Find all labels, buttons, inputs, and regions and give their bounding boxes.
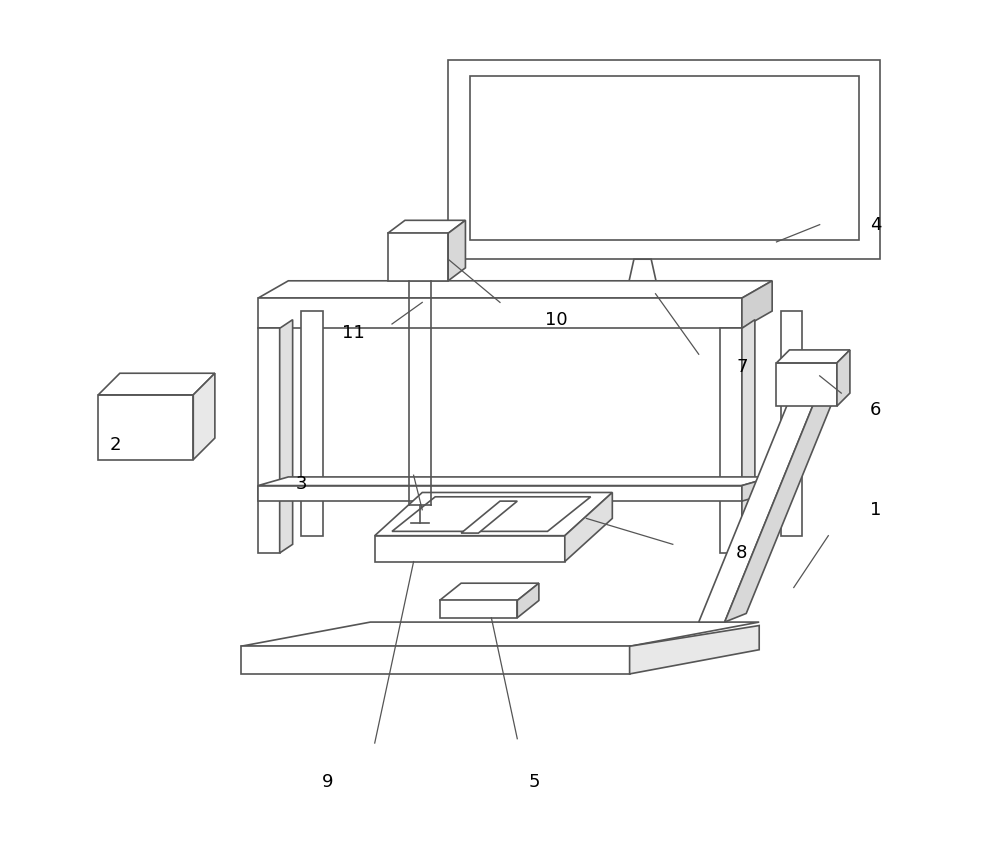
Polygon shape <box>388 233 448 281</box>
Text: 11: 11 <box>342 324 364 341</box>
Polygon shape <box>375 536 565 562</box>
Polygon shape <box>699 389 820 622</box>
Polygon shape <box>440 600 517 618</box>
Polygon shape <box>517 583 539 618</box>
Text: 5: 5 <box>529 773 540 791</box>
Polygon shape <box>781 311 802 536</box>
Text: 2: 2 <box>110 436 121 454</box>
FancyBboxPatch shape <box>470 76 859 240</box>
Polygon shape <box>258 486 742 501</box>
Polygon shape <box>440 583 539 600</box>
Polygon shape <box>720 328 742 553</box>
Polygon shape <box>565 492 612 562</box>
Polygon shape <box>776 363 837 406</box>
Polygon shape <box>630 626 759 674</box>
Polygon shape <box>241 646 630 674</box>
Polygon shape <box>461 501 517 533</box>
Polygon shape <box>837 350 850 406</box>
Text: 10: 10 <box>545 311 567 328</box>
Text: 9: 9 <box>321 773 333 791</box>
Polygon shape <box>258 281 772 298</box>
Text: 7: 7 <box>736 359 748 376</box>
Polygon shape <box>742 281 772 328</box>
Polygon shape <box>725 380 841 622</box>
Polygon shape <box>258 477 772 486</box>
Polygon shape <box>776 350 850 363</box>
Text: 4: 4 <box>870 216 882 233</box>
FancyBboxPatch shape <box>448 60 880 259</box>
Polygon shape <box>742 320 755 553</box>
Polygon shape <box>625 259 660 298</box>
Polygon shape <box>280 320 293 553</box>
Polygon shape <box>301 311 323 536</box>
Polygon shape <box>388 220 465 233</box>
Text: 3: 3 <box>296 475 307 492</box>
FancyBboxPatch shape <box>599 296 686 315</box>
Polygon shape <box>98 373 215 395</box>
Text: 1: 1 <box>870 501 882 518</box>
Polygon shape <box>375 492 612 536</box>
Polygon shape <box>258 298 742 328</box>
Polygon shape <box>392 497 591 531</box>
FancyBboxPatch shape <box>98 395 193 460</box>
Text: 6: 6 <box>870 402 882 419</box>
Polygon shape <box>448 220 465 281</box>
Polygon shape <box>742 477 772 501</box>
Polygon shape <box>258 328 280 553</box>
Text: 8: 8 <box>736 544 748 562</box>
Polygon shape <box>193 373 215 460</box>
Polygon shape <box>241 622 759 646</box>
